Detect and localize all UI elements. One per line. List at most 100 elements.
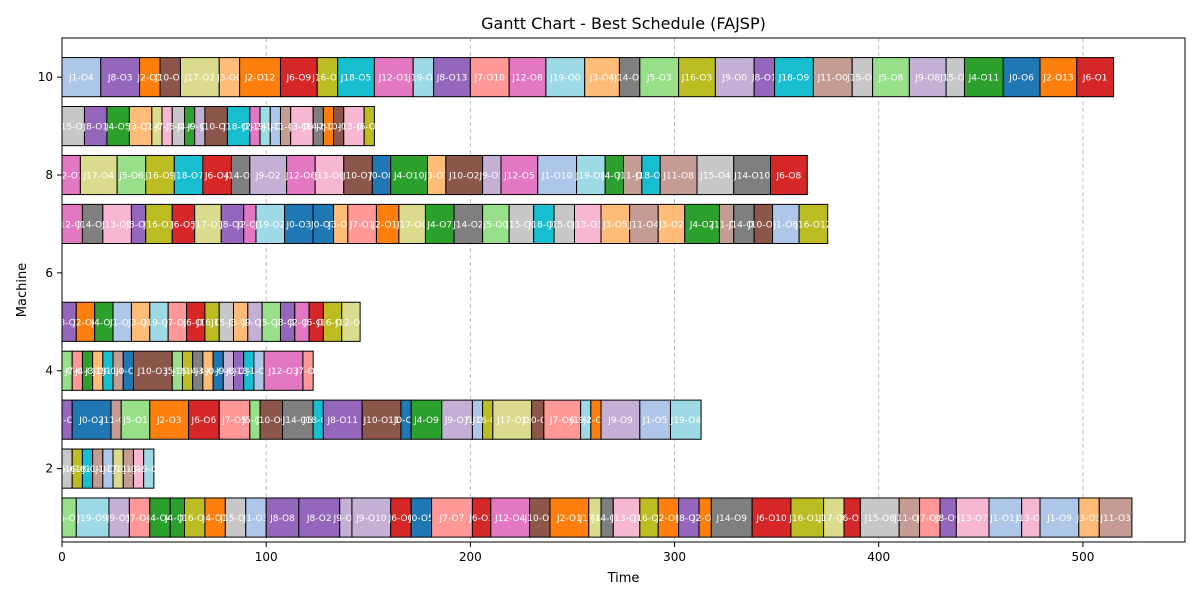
task-label: J11-O0 bbox=[817, 74, 849, 84]
task-label: J3-O4 bbox=[227, 318, 253, 328]
task-bar-m1: J8-O9 bbox=[935, 497, 961, 538]
task-bar-m9: J18-O2 bbox=[222, 106, 254, 147]
task-label: J14-O10 bbox=[733, 172, 770, 182]
task-label: J7-O5 bbox=[221, 416, 247, 426]
task-label: J19-O6 bbox=[575, 172, 607, 182]
task-label: J18-O2 bbox=[635, 172, 666, 182]
task-rect bbox=[453, 203, 484, 245]
task-label: J0-O6 bbox=[1008, 74, 1034, 84]
task-label: J10-O2 bbox=[448, 172, 479, 182]
task-label: J15-O0 bbox=[210, 318, 242, 328]
task-label: J17-O4 bbox=[83, 172, 115, 182]
task-bar-m1: J13-O7 bbox=[955, 497, 990, 538]
task-label: J8-O3 bbox=[56, 318, 82, 328]
task-label: J5-O0 bbox=[483, 220, 509, 230]
task-label: J9-O0 bbox=[721, 74, 747, 84]
task-label: J5-O1 bbox=[165, 123, 191, 133]
task-bar-m7: J4-O7 bbox=[424, 203, 455, 245]
task-label: J9-O3 bbox=[478, 172, 504, 182]
task-bar-m2: J19-O1 bbox=[133, 448, 164, 489]
task-label: J11-O0 bbox=[82, 465, 114, 475]
task-label: J16-O0 bbox=[311, 74, 343, 84]
task-bar-m8: J9-O3 bbox=[478, 154, 504, 196]
task-label: J0-O9 bbox=[393, 416, 419, 426]
task-label: J18-O4 bbox=[92, 367, 124, 377]
axis-layer: 0 100 200 300 400 500 2 4 6 8 10 bbox=[38, 70, 1095, 564]
task-label: J1-O2 bbox=[144, 123, 170, 133]
task-label: J13-O3 bbox=[572, 220, 603, 230]
task-label: J16-O2 bbox=[171, 367, 202, 377]
task-label: J6-O1 bbox=[468, 514, 494, 524]
x-tick-label: 500 bbox=[1071, 550, 1094, 564]
task-bar-m3: J7-O5 bbox=[218, 399, 251, 440]
task-label: J1-O3 bbox=[243, 514, 269, 524]
task-bar-m1: J3-O3 bbox=[1076, 497, 1101, 538]
task-label: J4-O1 bbox=[202, 514, 228, 524]
task-bar-m1: J4-O1 bbox=[202, 497, 228, 538]
task-label: J6-O1 bbox=[356, 123, 382, 133]
task-rect bbox=[398, 203, 426, 245]
task-label: J1-O5 bbox=[642, 416, 668, 426]
task-label: J16-O11 bbox=[788, 514, 825, 524]
task-bar-m10: J12-O8 bbox=[508, 57, 547, 98]
task-label: J2-O12 bbox=[244, 74, 275, 84]
task-label: J17-O1 bbox=[579, 514, 610, 524]
task-label: J15-O1 bbox=[548, 220, 579, 230]
task-bar-m3: J5-O1 bbox=[120, 399, 151, 440]
task-label: J4-O3 bbox=[74, 367, 100, 377]
task-rect bbox=[629, 203, 659, 245]
task-bar-m10: J0-O6 bbox=[1002, 57, 1041, 98]
task-rect bbox=[282, 399, 314, 440]
task-bar-m1: J9-O10 bbox=[351, 497, 392, 538]
task-label: J4-O10 bbox=[393, 172, 425, 182]
task-bar-m1: J7-O7 bbox=[431, 497, 473, 538]
task-rect bbox=[678, 57, 716, 98]
task-bar-m7: J0-O3 bbox=[284, 203, 314, 245]
task-label: J10-O1 bbox=[524, 514, 555, 524]
task-label: J3-O3 bbox=[195, 367, 221, 377]
task-label: J8-O2 bbox=[274, 318, 300, 328]
task-label: J18-O2 bbox=[222, 123, 253, 133]
task-label: J16-O8 bbox=[61, 465, 93, 475]
task-bar-m10: J6-O1 bbox=[1076, 57, 1115, 98]
task-label: J1-O10 bbox=[541, 172, 573, 182]
task-rect bbox=[545, 57, 586, 98]
task-label: J14-O5 bbox=[282, 416, 313, 426]
task-bar-m8: J3-O7 bbox=[423, 154, 449, 196]
task-label: J2-O13 bbox=[1042, 74, 1073, 84]
task-label: J4-O5 bbox=[105, 123, 131, 133]
task-bar-m10: J9-O8 bbox=[908, 57, 947, 98]
task-bar-m7: J13-O3 bbox=[572, 203, 603, 245]
task-bar-m10: J7-O10 bbox=[469, 57, 510, 98]
task-bar-m7: J8-O1 bbox=[219, 203, 245, 245]
task-rect bbox=[500, 154, 539, 196]
task-label: J12-O6 bbox=[285, 172, 317, 182]
task-label: J8-O1 bbox=[751, 74, 777, 84]
task-label: J11-O3 bbox=[1099, 514, 1130, 524]
task-bar-m8: J5-O6 bbox=[116, 154, 147, 196]
task-rect bbox=[639, 57, 680, 98]
task-label: J10-O7 bbox=[342, 172, 373, 182]
task-rect bbox=[790, 497, 825, 538]
task-bar-m10: J5-O8 bbox=[872, 57, 910, 98]
task-label: J6-O1 bbox=[1082, 74, 1108, 84]
task-bar-m1: J15-O7 bbox=[219, 497, 251, 538]
task-bar-m8: J17-O4 bbox=[79, 154, 118, 196]
task-bar-m10: J11-O0 bbox=[812, 57, 853, 98]
task-rect bbox=[337, 57, 375, 98]
task-bar-m3: J9-O9 bbox=[600, 399, 641, 440]
task-bar-m7: J3-O2 bbox=[657, 203, 686, 245]
task-label: J12-O8 bbox=[511, 74, 543, 84]
task-label: J16-O12 bbox=[794, 220, 831, 230]
task-rect bbox=[441, 399, 473, 440]
task-label: J14-O8 bbox=[224, 172, 256, 182]
task-label: J14-O4 bbox=[76, 220, 108, 230]
task-bar-m4: J7-O2 bbox=[295, 350, 320, 391]
task-bar-m1: J1-O11 bbox=[988, 497, 1023, 538]
task-label: J19-O0 bbox=[549, 74, 581, 84]
task-label: J4-O9 bbox=[413, 416, 439, 426]
task-rect bbox=[657, 203, 686, 245]
task-label: J6-O8 bbox=[776, 172, 802, 182]
task-rect bbox=[390, 154, 428, 196]
